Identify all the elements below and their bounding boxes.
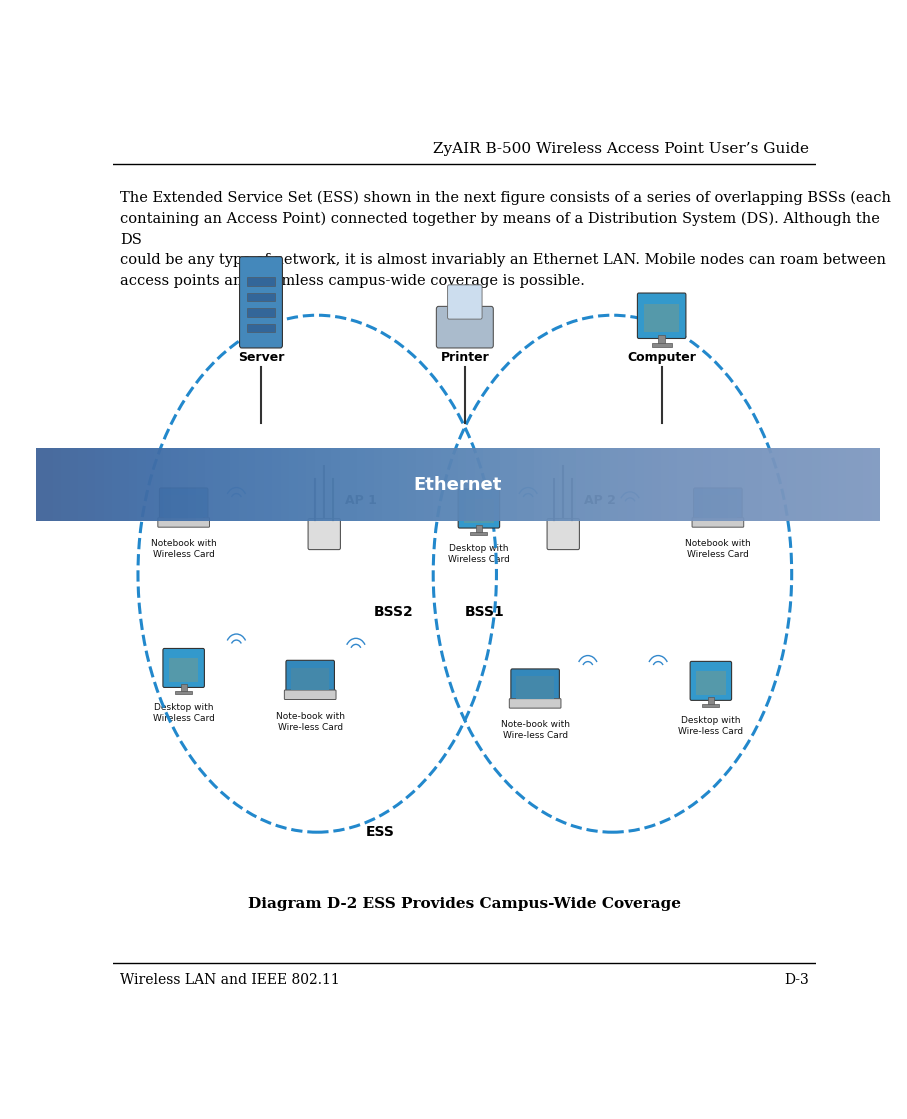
Bar [644,304,679,332]
FancyBboxPatch shape [692,518,744,527]
Text: Wireless LAN and IEEE 802.11: Wireless LAN and IEEE 802.11 [121,974,340,987]
Text: Desktop with
Wireless Card: Desktop with Wireless Card [448,544,510,564]
FancyBboxPatch shape [285,690,336,699]
FancyBboxPatch shape [163,648,204,687]
Bar [164,496,203,518]
Bar [476,525,482,534]
FancyBboxPatch shape [286,660,335,696]
FancyBboxPatch shape [160,488,208,524]
Text: Printer: Printer [441,351,489,365]
Bar [248,293,275,301]
Text: Server: Server [238,351,284,365]
Bar [248,323,275,332]
Bar [471,532,487,535]
Text: The Extended Service Set (ESS) shown in the next figure consists of a series of : The Extended Service Set (ESS) shown in … [121,190,892,288]
FancyBboxPatch shape [436,307,493,348]
Bar [291,668,329,690]
Text: BSS2: BSS2 [374,605,414,620]
FancyBboxPatch shape [694,488,742,524]
FancyBboxPatch shape [308,518,340,549]
Bar [697,671,726,695]
Text: D-3: D-3 [785,974,809,987]
Text: Computer: Computer [628,351,696,365]
Text: BSS1: BSS1 [465,605,504,620]
Bar [248,309,275,317]
FancyBboxPatch shape [458,489,500,528]
FancyBboxPatch shape [158,518,210,527]
FancyBboxPatch shape [690,661,732,700]
FancyBboxPatch shape [511,669,560,705]
Text: ESS: ESS [366,825,395,839]
FancyBboxPatch shape [638,293,686,338]
Bar [464,499,493,523]
Text: Notebook with
Wireless Card: Notebook with Wireless Card [685,539,751,560]
Text: Note­book with
Wire­less Card: Note­book with Wire­less Card [276,712,345,732]
Text: AP 1: AP 1 [346,493,377,507]
Bar [169,658,199,681]
Text: Desktop with
Wire­less Card: Desktop with Wire­less Card [678,716,744,736]
Bar [658,335,666,345]
Text: Ethernet: Ethernet [414,476,502,493]
Bar [702,704,719,707]
Bar [180,685,187,693]
Text: Diagram D-2 ESS Provides Campus-Wide Coverage: Diagram D-2 ESS Provides Campus-Wide Cov… [249,896,681,911]
Bar [175,690,192,694]
Text: Desktop with
Wireless Card: Desktop with Wireless Card [152,703,215,723]
Bar [698,496,737,518]
Text: AP 2: AP 2 [584,493,616,507]
Text: Note­book with
Wire­less Card: Note­book with Wire­less Card [501,721,570,741]
Text: ZyAIR B-500 Wireless Access Point User’s Guide: ZyAIR B-500 Wireless Access Point User’s… [434,142,809,156]
Bar [516,676,554,698]
Text: Notebook with
Wireless Card: Notebook with Wireless Card [151,539,217,560]
FancyBboxPatch shape [510,698,561,708]
FancyBboxPatch shape [448,285,482,319]
Bar [651,342,672,347]
Bar [248,278,275,286]
FancyBboxPatch shape [547,518,580,549]
Bar [707,697,714,706]
FancyBboxPatch shape [239,256,282,348]
